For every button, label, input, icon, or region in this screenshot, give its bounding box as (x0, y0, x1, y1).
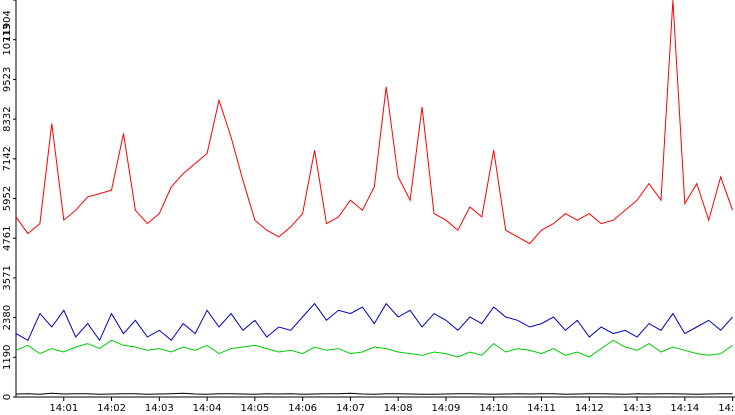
x-tick-label: 14:14 (670, 403, 699, 414)
x-tick-label: 14:15 (718, 403, 735, 414)
x-tick-label: 14:10 (479, 403, 508, 414)
x-tick-label: 14:08 (384, 403, 413, 414)
x-tick-label: 14:03 (145, 403, 174, 414)
y-tick-label: 3571 (2, 265, 13, 290)
y-tick-label: 7142 (2, 146, 13, 171)
y-tick-label: 1190 (2, 345, 13, 370)
x-tick-label: 14:06 (288, 403, 317, 414)
y-tick-label: 11904 (2, 10, 13, 42)
x-tick-label: 14:02 (97, 403, 126, 414)
x-tick-label: 14:11 (527, 403, 556, 414)
series-line (15, 0, 734, 245)
x-tick-label: 14:07 (336, 403, 365, 414)
y-tick-label: 5952 (2, 186, 13, 211)
y-tick-label: 4761 (2, 225, 13, 250)
series-line (15, 302, 733, 342)
y-tick-label: 0 (2, 394, 13, 400)
y-tick-label: 8332 (2, 106, 13, 131)
x-tick-label: 14:01 (49, 403, 78, 414)
series-line (15, 339, 733, 358)
x-tick-label: 14:12 (575, 403, 604, 414)
y-tick-label: 10713 (2, 24, 13, 56)
y-tick-label: 2380 (2, 305, 13, 330)
y-tick-label: 9523 (2, 67, 13, 92)
x-tick-label: 14:13 (623, 403, 652, 414)
series-line (15, 392, 733, 395)
x-tick-label: 14:05 (240, 403, 269, 414)
x-tick-label: 14:04 (193, 403, 222, 414)
x-tick-label: 14:09 (432, 403, 461, 414)
